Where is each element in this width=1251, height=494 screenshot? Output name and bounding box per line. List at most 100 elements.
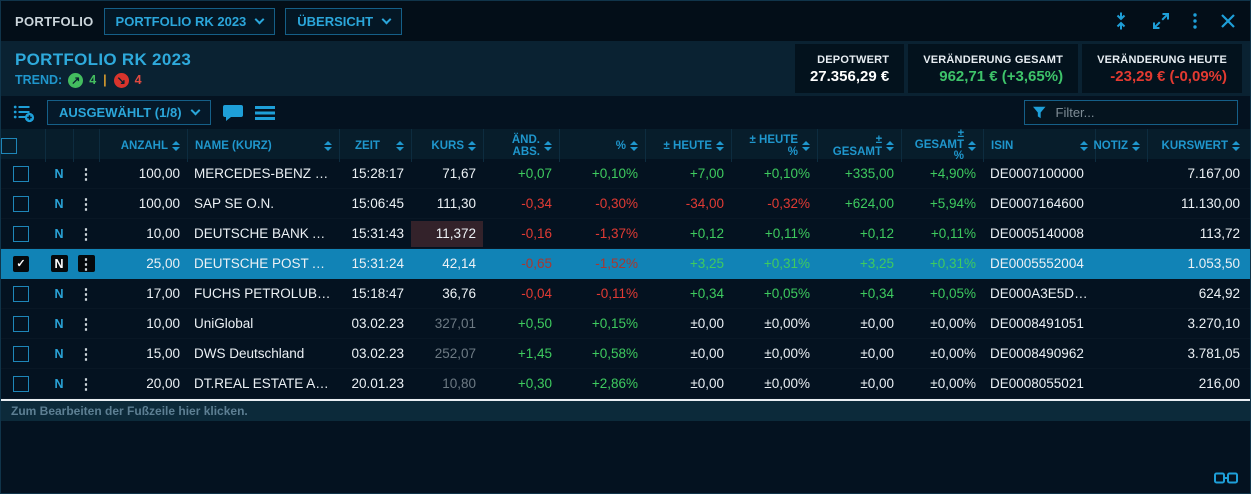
close-icon[interactable]	[1220, 13, 1236, 29]
filter-icon	[1033, 106, 1046, 119]
selection-dropdown[interactable]: AUSGEWÄHLT (1/8)	[47, 100, 211, 125]
stat-value: 27.356,29 €	[809, 67, 890, 85]
table-row[interactable]: ✓ N ⋮ 100,00 SAP SE O.N. 15:06:45 111,30…	[1, 189, 1250, 219]
portfolio-select[interactable]: PORTFOLIO RK 2023	[103, 7, 276, 35]
collapse-vertical-icon[interactable]	[1112, 12, 1130, 30]
row-news-badge[interactable]: N	[54, 376, 64, 391]
cell-zeit: 20.01.23	[351, 376, 404, 391]
row-checkbox[interactable]: ✓	[13, 285, 29, 302]
cell-gesamt-pct: ±0,00%	[930, 376, 976, 391]
cell-name: SAP SE O.N.	[194, 196, 275, 211]
row-menu-icon[interactable]: ⋮	[78, 315, 94, 333]
header-cell-notiz[interactable]: NOTIZ	[1094, 129, 1147, 162]
row-news-badge[interactable]: N	[54, 196, 64, 211]
cell-gesamt: +624,00	[844, 196, 894, 211]
view-select[interactable]: ÜBERSICHT	[285, 7, 403, 35]
cell-anzahl: 10,00	[146, 226, 180, 241]
header-cell-name[interactable]: NAME (KURZ)	[187, 129, 339, 162]
cell-heute-pct: +0,11%	[764, 226, 810, 241]
cell-name: UniGlobal	[194, 316, 254, 331]
cell-aend-abs: +0,07	[517, 166, 552, 181]
cell-kurswert: 3.781,05	[1187, 346, 1240, 361]
sort-icon	[468, 140, 476, 151]
header-cell-gesamt-pct[interactable]: ± GESAMT %	[901, 128, 983, 162]
row-news-badge[interactable]: N	[54, 166, 64, 181]
cell-isin: DE0008491051	[990, 316, 1084, 331]
row-news-badge[interactable]: N	[54, 316, 64, 331]
menu-icon[interactable]	[254, 105, 275, 121]
header-cell-kurswert[interactable]: KURSWERT	[1147, 129, 1250, 162]
row-menu-icon[interactable]: ⋮	[78, 345, 94, 363]
row-checkbox[interactable]: ✓	[13, 225, 29, 242]
row-checkbox[interactable]: ✓	[13, 255, 29, 272]
cell-kurs: 327,01	[434, 316, 476, 331]
table-row[interactable]: ✓ N ⋮ 10,00 DEUTSCHE BANK AG N… 15:31:43…	[1, 219, 1250, 249]
row-menu-icon[interactable]: ⋮	[78, 195, 94, 213]
cell-gesamt-pct: +0,11%	[930, 226, 976, 241]
row-checkbox[interactable]: ✓	[13, 315, 29, 332]
row-checkbox[interactable]: ✓	[13, 165, 29, 182]
header-cell-heute[interactable]: ± HEUTE	[645, 129, 731, 162]
row-menu-icon[interactable]: ⋮	[78, 375, 94, 393]
table-row[interactable]: ✓ N ⋮ 20,00 DT.REAL ESTATE AG O.N. 20.01…	[1, 369, 1250, 399]
row-news-badge[interactable]: N	[54, 286, 64, 301]
cell-zeit: 15:31:24	[351, 256, 404, 271]
header-cell-isin[interactable]: ISIN	[983, 129, 1095, 162]
cell-gesamt: ±0,00	[860, 376, 894, 391]
cell-isin: DE0008055021	[990, 376, 1084, 391]
row-menu-icon[interactable]: ⋮	[78, 285, 94, 303]
cell-heute: +7,00	[689, 166, 724, 181]
row-news-badge[interactable]: N	[54, 346, 64, 361]
cell-pct: -1,52%	[595, 256, 638, 271]
link-icon[interactable]	[1214, 471, 1238, 485]
sort-icon	[324, 140, 332, 151]
top-bar: PORTFOLIO PORTFOLIO RK 2023 ÜBERSICHT	[1, 1, 1250, 41]
cell-gesamt-pct: +5,94%	[929, 196, 976, 211]
row-checkbox[interactable]: ✓	[13, 375, 29, 392]
cell-pct: -0,11%	[596, 286, 638, 301]
header-cell-zeit[interactable]: ZEIT	[339, 129, 411, 162]
table-row[interactable]: ✓ N ⋮ 15,00 DWS Deutschland 03.02.23 252…	[1, 339, 1250, 369]
row-news-badge[interactable]: N	[50, 255, 68, 272]
table-row[interactable]: ✓ N ⋮ 100,00 MERCEDES-BENZ GRP … 15:28:1…	[1, 159, 1250, 189]
cell-heute-pct: +0,10%	[763, 166, 810, 181]
stat-label: VERÄNDERUNG GESAMT	[923, 53, 1064, 66]
cell-aend-abs: -0,16	[521, 226, 552, 241]
header-cell-kurs[interactable]: KURS	[411, 129, 483, 162]
more-icon[interactable]	[1192, 12, 1198, 30]
header-cell-pct[interactable]: %	[559, 129, 645, 162]
table-body: ✓ N ⋮ 100,00 MERCEDES-BENZ GRP … 15:28:1…	[1, 159, 1250, 399]
sort-icon	[886, 140, 894, 151]
cell-gesamt-pct: ±0,00%	[930, 346, 976, 361]
cell-kurs: 11,372	[411, 220, 483, 247]
footer-edit-bar[interactable]: Zum Bearbeiten der Fußzeile hier klicken…	[1, 401, 1250, 421]
trend-separator: |	[103, 73, 107, 87]
cell-isin: DE0005140008	[990, 226, 1084, 241]
trend-up-count: 4	[89, 73, 97, 87]
selection-dropdown-value: AUSGEWÄHLT (1/8)	[59, 105, 182, 120]
row-checkbox[interactable]: ✓	[13, 195, 29, 212]
table-row[interactable]: ✓ N ⋮ 10,00 UniGlobal 03.02.23 327,01 +0…	[1, 309, 1250, 339]
header-cell-heute-pct[interactable]: ± HEUTE %	[731, 129, 817, 162]
cell-heute: +0,12	[689, 226, 724, 241]
header-cell-anzahl[interactable]: ANZAHL	[99, 129, 187, 162]
row-news-badge[interactable]: N	[54, 226, 64, 241]
header-cell-aend-abs[interactable]: ÄND. ABS.	[483, 129, 559, 162]
expand-icon[interactable]	[1152, 12, 1170, 30]
comment-icon[interactable]	[222, 104, 243, 122]
select-all-checkbox[interactable]: ✓	[1, 137, 17, 154]
cell-gesamt: +0,34	[859, 286, 894, 301]
row-menu-icon[interactable]: ⋮	[77, 255, 95, 272]
filter-input[interactable]	[1053, 104, 1229, 121]
cell-name: DEUTSCHE POST AG N…	[194, 256, 339, 271]
table-row[interactable]: ✓ N ⋮ 25,00 DEUTSCHE POST AG N… 15:31:24…	[1, 249, 1250, 279]
row-checkbox[interactable]: ✓	[13, 345, 29, 362]
add-to-list-icon[interactable]	[13, 103, 35, 123]
table-row[interactable]: ✓ N ⋮ 17,00 FUCHS PETROLUB VZO … 15:18:4…	[1, 279, 1250, 309]
cell-aend-abs: -0,34	[521, 196, 552, 211]
cell-heute: ±0,00	[690, 346, 724, 361]
cell-heute: +0,34	[689, 286, 724, 301]
row-menu-icon[interactable]: ⋮	[78, 225, 94, 243]
header-cell-gesamt[interactable]: ± GESAMT	[817, 129, 901, 162]
row-menu-icon[interactable]: ⋮	[78, 165, 94, 183]
